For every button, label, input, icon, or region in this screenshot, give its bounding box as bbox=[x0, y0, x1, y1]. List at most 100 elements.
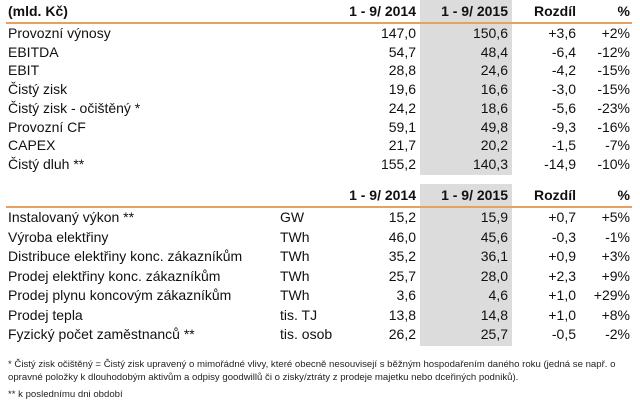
table-row: Provozní výnosy 147,0 150,6 +3,6 +2% bbox=[6, 23, 632, 43]
cell-2014: 21,7 bbox=[388, 137, 416, 154]
table-row: Čistý zisk - očištěný * 24,2 18,6 -5,6 -23% bbox=[6, 99, 632, 118]
table-row: Prodej elektřiny konc. zákazníkům TWh 25,7… bbox=[6, 267, 632, 287]
cell-unit: GW bbox=[280, 209, 305, 225]
cell-pct: -12% bbox=[597, 43, 630, 60]
cell-2015: 20,2 bbox=[480, 137, 508, 154]
cell-2015: 140,3 bbox=[472, 155, 508, 172]
table-row: Čistý dluh ** 155,2 140,3 -14,9 -10% bbox=[6, 155, 632, 174]
footnote-period-end: ** k poslednímu dni období bbox=[8, 389, 123, 400]
cell-2015: 24,6 bbox=[480, 62, 508, 79]
table-row: Instalovaný výkon ** GW 15,2 15,9 +0,7 +5% bbox=[6, 207, 632, 228]
cell-2015: 4,6 bbox=[488, 287, 508, 303]
cell-2014: 25,7 bbox=[388, 267, 416, 284]
header-2014: 1 - 9/ 2014 bbox=[349, 187, 416, 203]
cell-label: CAPEX bbox=[8, 137, 56, 154]
header-2015: 1 - 9/ 2015 bbox=[441, 187, 508, 203]
cell-pct: -2% bbox=[605, 326, 630, 342]
cell-label: EBIT bbox=[8, 62, 40, 79]
cell-unit: tis. osob bbox=[280, 326, 333, 342]
cell-label: Distribuce elektřiny konc. zákazníkům bbox=[8, 248, 243, 264]
cell-pct: -15% bbox=[597, 62, 630, 79]
table-header: (mld. Kč) 1 - 9/ 2014 1 - 9/ 2015 Rozdíl… bbox=[6, 0, 632, 23]
footnotes: * Čistý zisk očištěný = Čistý zisk uprav… bbox=[8, 358, 636, 405]
cell-2014: 54,7 bbox=[388, 43, 416, 60]
cell-diff: +2,3 bbox=[548, 267, 576, 284]
cell-label: Provozní výnosy bbox=[8, 25, 111, 41]
table-row: EBITDA 54,7 48,4 -6,4 -12% bbox=[6, 43, 632, 62]
table-row: Prodej plynu koncovým zákazníkům TWh 3,6 4,… bbox=[6, 286, 632, 306]
cell-label: Čistý zisk bbox=[8, 81, 68, 98]
cell-diff: -9,3 bbox=[551, 118, 576, 135]
cell-2014: 59,1 bbox=[388, 118, 416, 135]
cell-label: Prodej elektřiny konc. zákazníkům bbox=[8, 267, 221, 284]
header-pct: % bbox=[617, 187, 630, 203]
cell-2015: 15,9 bbox=[480, 209, 508, 225]
table-row: Výroba elektřiny TWh 46,0 45,6 -0,3 -1% bbox=[6, 228, 632, 248]
cell-diff: -4,2 bbox=[551, 62, 576, 79]
cell-2015: 150,6 bbox=[472, 25, 508, 41]
header-diff: Rozdíl bbox=[534, 3, 576, 19]
cell-2015: 28,0 bbox=[480, 267, 508, 284]
cell-diff: -14,9 bbox=[544, 155, 576, 172]
highlight-column-2015-operational bbox=[420, 184, 512, 346]
cell-unit: tis. TJ bbox=[280, 306, 318, 323]
cell-pct: -10% bbox=[597, 155, 630, 172]
cell-diff: -0,3 bbox=[551, 228, 576, 245]
cell-label: Prodej tepla bbox=[8, 306, 83, 323]
header-2014: 1 - 9/ 2014 bbox=[349, 3, 416, 19]
operational-table: 1 - 9/ 2014 1 - 9/ 2015 Rozdíl % Instalo… bbox=[6, 184, 632, 345]
cell-pct: -16% bbox=[597, 118, 630, 135]
cell-pct: -7% bbox=[605, 137, 630, 154]
cell-pct: +3% bbox=[601, 248, 630, 264]
cell-2015: 16,6 bbox=[480, 81, 508, 98]
cell-pct: +9% bbox=[601, 267, 630, 284]
cell-2015: 18,6 bbox=[480, 99, 508, 116]
cell-2014: 35,2 bbox=[388, 248, 416, 264]
cell-label: Fyzický počet zaměstnanců ** bbox=[8, 326, 195, 342]
cell-unit: TWh bbox=[280, 287, 310, 303]
table-row: Prodej tepla tis. TJ 13,8 14,8 +1,0 +8% bbox=[6, 306, 632, 326]
table-row: Distribuce elektřiny konc. zákazníkům TWh… bbox=[6, 247, 632, 267]
financial-table: (mld. Kč) 1 - 9/ 2014 1 - 9/ 2015 Rozdíl… bbox=[6, 0, 632, 174]
cell-pct: -15% bbox=[597, 81, 630, 98]
cell-label: Provozní CF bbox=[8, 118, 86, 135]
cell-diff: -6,4 bbox=[551, 43, 576, 60]
cell-diff: +0,7 bbox=[548, 209, 576, 225]
cell-pct: +5% bbox=[601, 209, 630, 225]
cell-diff: -1,5 bbox=[551, 137, 576, 154]
cell-diff: +1,0 bbox=[548, 306, 576, 323]
cell-2014: 46,0 bbox=[388, 228, 416, 245]
header-pct: % bbox=[617, 3, 630, 19]
empty-header bbox=[6, 184, 278, 207]
cell-diff: +0,9 bbox=[548, 248, 576, 264]
cell-2015: 25,7 bbox=[480, 326, 508, 342]
highlight-column-2015-financial bbox=[420, 0, 512, 175]
cell-2015: 49,8 bbox=[480, 118, 508, 135]
cell-2014: 13,8 bbox=[388, 306, 416, 323]
cell-2015: 48,4 bbox=[480, 43, 508, 60]
unit-header: (mld. Kč) bbox=[8, 3, 68, 19]
cell-2015: 36,1 bbox=[480, 248, 508, 264]
cell-diff: -3,0 bbox=[551, 81, 576, 98]
cell-unit: TWh bbox=[280, 267, 310, 284]
footnote-adjusted-profit: * Čistý zisk očištěný = Čistý zisk uprav… bbox=[8, 359, 616, 383]
cell-2014: 26,2 bbox=[388, 326, 416, 342]
cell-label: Instalovaný výkon ** bbox=[8, 209, 135, 225]
cell-2014: 15,2 bbox=[388, 209, 416, 225]
cell-2015: 14,8 bbox=[480, 306, 508, 323]
table-header: 1 - 9/ 2014 1 - 9/ 2015 Rozdíl % bbox=[6, 184, 632, 207]
cell-diff: -5,6 bbox=[551, 99, 576, 116]
cell-pct: -1% bbox=[605, 228, 630, 245]
cell-label: Čistý zisk - očištěný * bbox=[8, 99, 141, 116]
cell-2014: 155,2 bbox=[380, 155, 416, 172]
cell-diff: +3,6 bbox=[548, 25, 576, 41]
cell-pct: +2% bbox=[601, 25, 630, 41]
table-row: Fyzický počet zaměstnanců ** tis. osob 26,… bbox=[6, 325, 632, 345]
cell-2014: 24,2 bbox=[388, 99, 416, 116]
header-2015: 1 - 9/ 2015 bbox=[441, 3, 508, 19]
table-row: Provozní CF 59,1 49,8 -9,3 -16% bbox=[6, 118, 632, 137]
cell-2014: 28,8 bbox=[388, 62, 416, 79]
cell-pct: +29% bbox=[593, 287, 630, 303]
cell-2015: 45,6 bbox=[480, 228, 508, 245]
empty-header bbox=[278, 184, 346, 207]
